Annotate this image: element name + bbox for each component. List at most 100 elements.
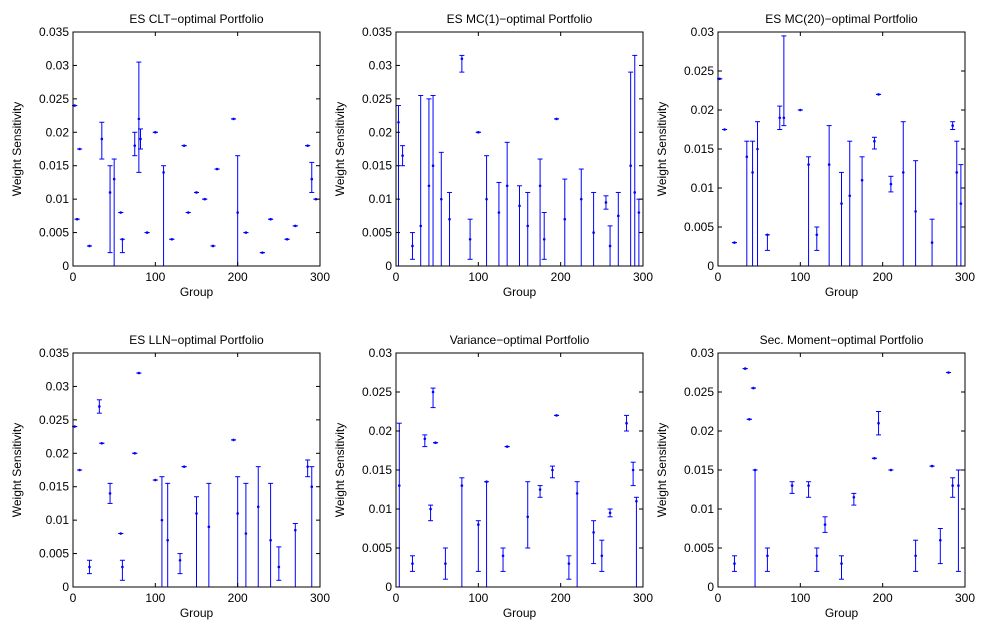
point: [439, 197, 443, 201]
point: [485, 480, 488, 484]
point: [542, 237, 546, 241]
axes-box: [395, 31, 644, 267]
point: [88, 565, 91, 569]
point: [211, 244, 215, 248]
point: [873, 139, 876, 143]
error-point: [74, 217, 80, 221]
point: [637, 211, 641, 214]
point: [314, 197, 318, 201]
y-tick-label: 0.035: [362, 25, 392, 39]
y-tick-label: 0.03: [46, 379, 70, 393]
error-point: [136, 371, 142, 375]
error-point: [475, 520, 481, 572]
y-axis-label: Weight Sensitivity: [10, 423, 24, 517]
point: [244, 231, 248, 234]
point: [733, 241, 736, 244]
point: [244, 532, 248, 535]
point: [526, 224, 530, 228]
point: [889, 182, 893, 186]
y-tick-label: 0.02: [369, 125, 393, 139]
point: [108, 191, 112, 194]
point: [269, 217, 272, 221]
error-point: [132, 131, 138, 157]
error-point: [777, 105, 783, 130]
x-axis-label: Group: [825, 285, 859, 299]
point: [600, 554, 604, 558]
error-point: [430, 387, 436, 409]
error-point: [86, 244, 92, 248]
point: [294, 528, 297, 532]
x-tick-label: 300: [633, 591, 653, 605]
point: [121, 565, 124, 569]
y-tick-label: 0.01: [46, 192, 70, 206]
error-point: [428, 504, 434, 522]
y-tick-label: 0.01: [369, 192, 393, 206]
y-axis-label: Weight Sensitivity: [333, 423, 347, 517]
x-tick-label: 100: [468, 270, 488, 284]
error-point: [86, 559, 92, 575]
x-tick-label: 100: [145, 591, 165, 605]
point: [877, 93, 880, 96]
y-tick-label: 0: [707, 259, 714, 273]
y-tick-label: 0.01: [369, 502, 393, 516]
point: [444, 562, 447, 565]
x-tick-label: 0: [715, 591, 722, 605]
point: [232, 438, 235, 442]
y-tick-label: 0.015: [39, 480, 69, 494]
y-tick-label: 0.025: [39, 92, 69, 106]
point: [419, 224, 423, 228]
point: [592, 231, 595, 234]
point: [139, 137, 142, 141]
point: [431, 164, 435, 168]
error-point: [181, 465, 187, 468]
error-point: [599, 539, 605, 572]
error-point: [107, 165, 113, 254]
error-point: [950, 477, 956, 498]
error-point: [607, 508, 613, 518]
error-point: [169, 237, 175, 241]
point: [815, 554, 819, 558]
y-tick-label: 0.015: [362, 159, 392, 173]
error-point: [259, 251, 265, 254]
y-axis-label: Weight Sensitivity: [10, 102, 24, 196]
y-tick-label: 0.03: [691, 25, 715, 39]
point: [397, 120, 400, 124]
point: [137, 117, 141, 121]
y-tick-label: 0.02: [46, 446, 70, 460]
point: [889, 468, 893, 472]
point: [743, 367, 747, 370]
error-point: [566, 555, 572, 580]
y-tick-label: 0.01: [46, 513, 70, 527]
error-point: [276, 546, 282, 581]
point: [203, 197, 207, 201]
point: [195, 191, 198, 194]
x-tick-label: 200: [551, 591, 571, 605]
plot-area: [718, 353, 965, 587]
error-point: [549, 465, 555, 479]
error-point: [442, 547, 448, 580]
point: [306, 465, 309, 468]
error-point: [475, 130, 481, 134]
point: [121, 237, 124, 241]
chart-title: Variance−optimal Portfolio: [450, 333, 590, 347]
point: [215, 167, 219, 171]
x-tick-label: 300: [955, 591, 975, 605]
point: [955, 171, 959, 174]
point: [815, 233, 819, 237]
point: [207, 525, 211, 529]
point: [98, 405, 101, 408]
error-point: [409, 232, 415, 260]
x-axis-label: Group: [180, 285, 214, 299]
chart-title: ES CLT−optimal Portfolio: [129, 12, 263, 26]
y-axis-label: Weight Sensitivity: [333, 102, 347, 196]
point: [137, 371, 141, 375]
point: [310, 485, 314, 489]
y-tick-label: 0.005: [684, 220, 714, 234]
error-point: [504, 445, 510, 448]
error-point: [888, 175, 894, 193]
point: [538, 184, 542, 188]
point: [718, 77, 721, 81]
y-axis-label: Weight Sensitivity: [655, 423, 669, 517]
error-point: [118, 211, 124, 214]
